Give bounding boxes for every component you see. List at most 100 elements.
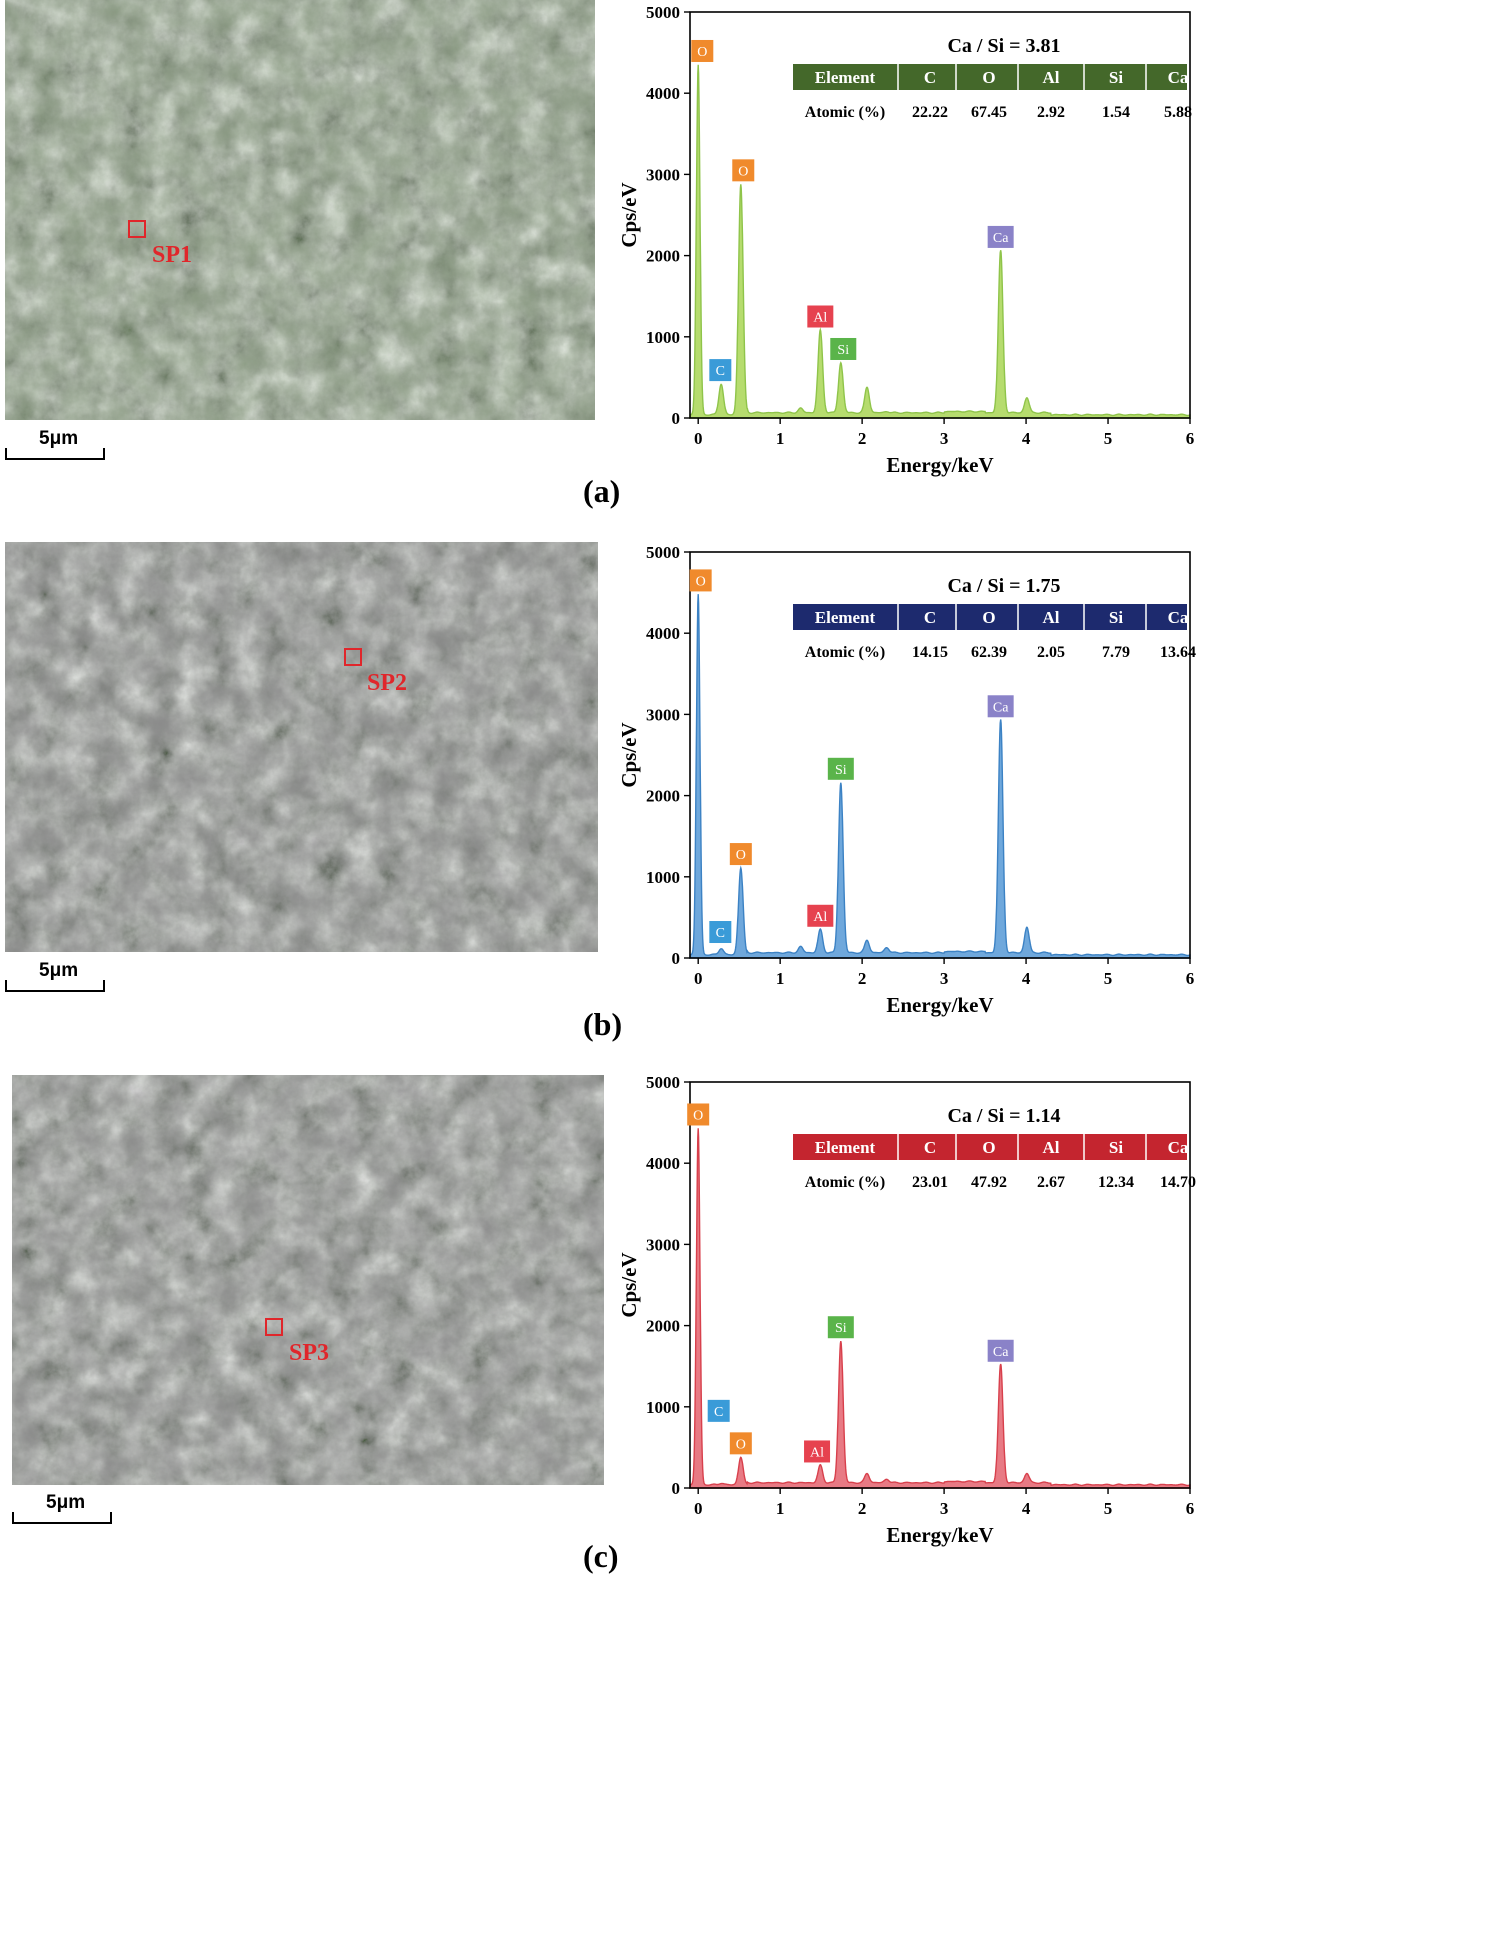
eds-spectrum-svg: 0 1 2 3 4 5 6 0 1000 2000 3000 4000 5000 Energy/keV Cp… (617, 3, 1195, 477)
scale-bar-label: 5μm (39, 960, 79, 981)
x-axis-title: Energy/keV (886, 1523, 993, 1547)
panel-a: SP1 5μm 0 1 2 3 4 5 6 0 1000 2000 3000 4000 5000 Ener… (0, 0, 1499, 660)
svg-text:47.92: 47.92 (971, 1174, 1007, 1191)
svg-text:Al: Al (810, 1445, 824, 1460)
svg-text:23.01: 23.01 (912, 1174, 948, 1191)
svg-text:Al: Al (1043, 1138, 1060, 1157)
y-tick-label: 1000 (646, 868, 680, 887)
svg-text:2.05: 2.05 (1037, 644, 1065, 661)
peak-label: C (707, 1399, 730, 1422)
x-tick-label: 6 (1186, 429, 1195, 448)
spectrum-area (689, 64, 1191, 419)
svg-text:C: C (924, 1138, 936, 1157)
panel-c: SP3 5μm 0 1 2 3 4 5 6 0 1000 2000 3000 4000 5000 Ener… (0, 1070, 1499, 1730)
eds-chart-a: 0 1 2 3 4 5 6 0 1000 2000 3000 4000 5000 Energy/keV Cp… (610, 0, 1200, 480)
svg-text:Al: Al (1043, 608, 1060, 627)
peak-label: O (732, 159, 755, 182)
sem-texture (12, 1075, 604, 1485)
svg-text:Element: Element (815, 68, 876, 87)
spectrum-area (689, 594, 1191, 959)
y-axis-title: Cps/eV (617, 722, 641, 787)
peak-label: Si (827, 1316, 854, 1339)
peak-label: C (709, 921, 732, 944)
svg-text:13.64: 13.64 (1160, 644, 1196, 661)
sem-image-b (5, 542, 598, 952)
element-table-header: Element C O Al Si Ca (793, 604, 1189, 630)
svg-text:1.54: 1.54 (1102, 104, 1130, 121)
svg-text:Ca: Ca (1168, 1138, 1189, 1157)
x-tick-label: 6 (1186, 1499, 1195, 1518)
svg-text:O: O (982, 68, 995, 87)
x-tick-label: 0 (694, 429, 703, 448)
x-tick-label: 1 (776, 429, 785, 448)
spot-marker-box (128, 220, 146, 238)
sem-image-c (12, 1075, 604, 1485)
x-tick-label: 5 (1104, 429, 1113, 448)
y-tick-label: 0 (672, 1479, 681, 1498)
y-tick-label: 5000 (646, 1073, 680, 1092)
plot-frame (689, 1081, 1191, 1489)
sem-image-a (5, 0, 595, 420)
y-axis-title: Cps/eV (617, 182, 641, 247)
x-axis-title: Energy/keV (886, 993, 993, 1017)
plot-frame (689, 11, 1191, 419)
svg-text:14.70: 14.70 (1160, 1174, 1196, 1191)
y-tick-label: 2000 (646, 247, 680, 266)
svg-text:O: O (982, 608, 995, 627)
x-axis-title: Energy/keV (886, 453, 993, 477)
x-tick-label: 1 (776, 969, 785, 988)
svg-text:62.39: 62.39 (971, 644, 1007, 661)
element-table-row: Atomic (%) 23.01 47.92 2.67 12.34 14.70 (805, 1174, 1196, 1191)
x-tick-label: 4 (1022, 1499, 1031, 1518)
svg-text:C: C (924, 68, 936, 87)
sem-surface (5, 542, 598, 952)
svg-text:O: O (982, 1138, 995, 1157)
element-table-header: Element C O Al Si Ca (793, 64, 1189, 90)
y-tick-label: 1000 (646, 1398, 680, 1417)
scale-bar-label: 5μm (39, 428, 79, 449)
element-table-row: Atomic (%) 14.15 62.39 2.05 7.79 13.64 (805, 644, 1196, 661)
svg-text:Si: Si (1109, 608, 1123, 627)
spectrum-area (689, 1128, 1191, 1489)
svg-text:12.34: 12.34 (1098, 1174, 1134, 1191)
x-tick-label: 0 (694, 1499, 703, 1518)
svg-text:Ca: Ca (1168, 68, 1189, 87)
y-tick-label: 0 (672, 409, 681, 428)
x-tick-label: 4 (1022, 969, 1031, 988)
x-tick-label: 4 (1022, 429, 1031, 448)
svg-text:Al: Al (813, 910, 827, 925)
x-tick-label: 3 (940, 969, 949, 988)
x-tick-label: 3 (940, 429, 949, 448)
svg-text:C: C (924, 608, 936, 627)
svg-text:Element: Element (815, 608, 876, 627)
y-tick-label: 4000 (646, 84, 680, 103)
peak-label: Si (827, 757, 854, 780)
x-tick-label: 2 (858, 1499, 867, 1518)
svg-text:Atomic (%): Atomic (%) (805, 1174, 885, 1191)
svg-text:Si: Si (835, 1321, 847, 1336)
x-tick-label: 5 (1104, 969, 1113, 988)
svg-text:22.22: 22.22 (912, 104, 948, 121)
svg-text:Ca: Ca (993, 1345, 1009, 1360)
panel-label-a: (a) (583, 473, 621, 509)
peak-label: Ca (987, 695, 1014, 718)
svg-text:O: O (736, 1437, 746, 1452)
x-tick-label: 2 (858, 429, 867, 448)
x-tick-label: 2 (858, 969, 867, 988)
svg-text:Si: Si (837, 343, 849, 358)
peak-label: Ca (987, 1339, 1014, 1362)
svg-text:Atomic (%): Atomic (%) (805, 644, 885, 661)
y-tick-label: 2000 (646, 1317, 680, 1336)
spot-marker-label: SP2 (367, 670, 408, 696)
peak-label: Al (807, 904, 834, 927)
x-tick-label: 6 (1186, 969, 1195, 988)
x-tick-label: 5 (1104, 1499, 1113, 1518)
y-tick-label: 5000 (646, 3, 680, 22)
svg-text:Si: Si (835, 763, 847, 778)
x-tick-label: 0 (694, 969, 703, 988)
y-tick-label: 0 (672, 949, 681, 968)
svg-text:O: O (697, 45, 707, 60)
element-table-header: Element C O Al Si Ca (793, 1134, 1189, 1160)
peak-label: O (729, 843, 752, 866)
svg-text:Al: Al (1043, 68, 1060, 87)
